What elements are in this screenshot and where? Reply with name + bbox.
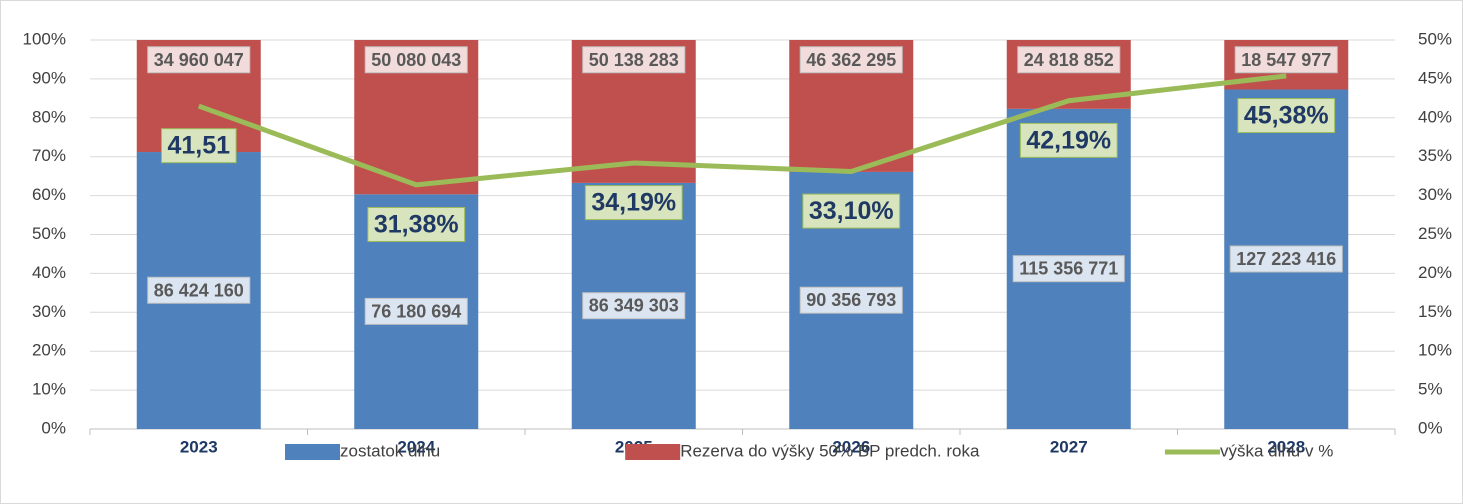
y2-tick-label: 45% [1418,68,1452,87]
data-label: 127 223 416 [1229,245,1343,273]
data-label-box [147,276,251,304]
data-label: 42,19% [1019,122,1118,158]
data-label-text: 18 547 977 [1241,50,1331,70]
y-tick-label: 10% [32,380,66,399]
data-label-text: 45,38% [1244,102,1329,130]
y2-tick-label: 35% [1418,146,1452,165]
data-label-box [1019,122,1118,158]
data-label-text: 127 223 416 [1236,249,1336,269]
legend-swatch [285,444,340,460]
data-label: 34 960 047 [147,46,251,74]
y-tick-label: 100% [23,29,66,48]
data-label-text: 90 356 793 [806,290,896,310]
legend-item: zostatok dlhu [285,441,440,460]
data-label-text: 34 960 047 [154,50,244,70]
data-label-text: 33,10% [809,197,894,225]
x-tick-label: 2023 [180,437,218,456]
data-label-box [802,193,901,229]
data-label: 24 818 852 [1017,46,1121,74]
data-label-text: 46 362 295 [806,50,896,70]
data-label: 41,51 [160,128,237,164]
y-tick-label: 30% [32,302,66,321]
data-label: 31,38% [367,206,466,242]
data-label: 115 356 771 [1012,255,1125,283]
y2-tick-label: 15% [1418,302,1452,321]
y-tick-label: 50% [32,224,66,243]
data-label-text: 115 356 771 [1019,259,1118,279]
data-label-box [364,297,468,325]
x-tick-label: 2027 [1050,437,1088,456]
data-label-text: 24 818 852 [1024,50,1114,70]
data-label: 86 349 303 [582,292,686,320]
data-label: 33,10% [802,193,901,229]
data-label-text: 86 424 160 [154,280,244,300]
data-label-text: 86 349 303 [589,296,679,316]
data-label: 46 362 295 [799,46,903,74]
data-label: 50 080 043 [364,46,468,74]
data-label-text: 42,19% [1026,126,1111,154]
y-tick-label: 0% [41,418,66,437]
data-label-box [799,46,903,74]
data-label-text: 41,51 [167,132,230,160]
legend-item: výška dlhu v % [1164,441,1333,460]
data-label-box [582,292,686,320]
data-label: 50 138 283 [582,46,686,74]
y-tick-label: 80% [32,107,66,126]
data-label-box [1017,46,1121,74]
y-tick-label: 40% [32,263,66,282]
y-tick-label: 90% [32,68,66,87]
data-label-box [799,286,903,314]
y2-tick-label: 40% [1418,107,1452,126]
data-label-box [364,46,468,74]
legend-label: Rezerva do výšky 50% BP predch. roka [680,441,980,460]
data-label-box [1237,98,1336,134]
data-label-text: 31,38% [374,210,459,238]
y2-tick-label: 30% [1418,185,1452,204]
data-label: 45,38% [1237,98,1336,134]
y-tick-label: 20% [32,341,66,360]
legend-label: zostatok dlhu [340,441,440,460]
data-label: 34,19% [584,185,683,221]
y2-tick-label: 10% [1418,341,1452,360]
data-label-text: 50 138 283 [589,50,679,70]
data-label: 86 424 160 [147,276,251,304]
data-label-text: 34,19% [591,189,676,217]
data-label-box [160,128,237,164]
data-label-box [1234,46,1338,74]
y2-tick-label: 20% [1418,263,1452,282]
line [197,73,1287,188]
legend-item: Rezerva do výšky 50% BP predch. roka [625,441,980,460]
data-label-box [582,46,686,74]
data-label-box [367,206,466,242]
data-label-box [584,185,683,221]
data-label-box [1229,245,1343,273]
data-label-text: 76 180 694 [371,301,461,321]
x-tick-label: 2024 [397,437,435,456]
y2-tick-label: 25% [1418,224,1452,243]
y-tick-label: 60% [32,185,66,204]
data-label-box [1012,255,1125,283]
y2-tick-label: 5% [1418,380,1443,399]
y2-tick-label: 50% [1418,29,1452,48]
legend-label: výška dlhu v % [1220,441,1333,460]
data-label: 76 180 694 [364,297,468,325]
x-tick-label: 2026 [832,437,870,456]
y-tick-label: 70% [32,146,66,165]
legend-swatch [625,444,681,460]
data-label-text: 50 080 043 [371,50,461,70]
y2-tick-label: 0% [1418,418,1443,437]
data-label: 90 356 793 [799,286,903,314]
data-label-box [147,46,251,74]
data-label: 18 547 977 [1234,46,1338,74]
x-tick-label: 2028 [1267,437,1305,456]
